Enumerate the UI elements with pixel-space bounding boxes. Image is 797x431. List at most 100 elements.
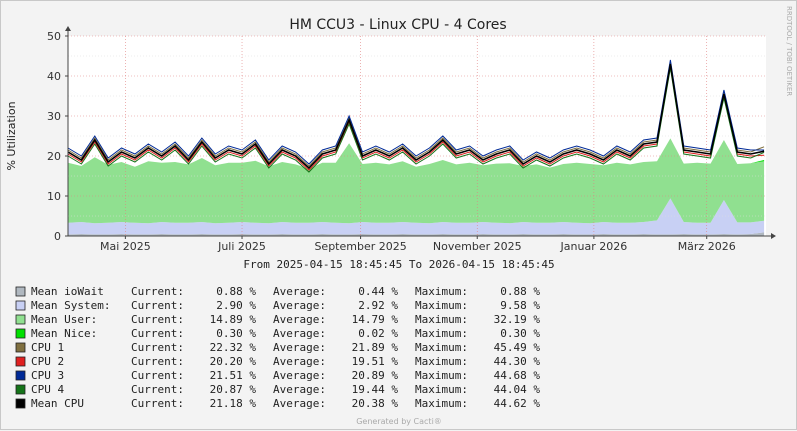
legend-name: Mean System: [31,299,110,312]
legend-row: Mean Nice: Current: 0.30 % Average: 0.02 % Ma… [15,327,540,340]
legend-maximum-value: 45.49 % [494,341,541,354]
legend-maximum-label: Maximum: [415,383,468,396]
legend-maximum-label: Maximum: [415,285,468,298]
cpu-lines-layer [67,59,765,173]
axes-layer [65,26,776,239]
line-mean-cpu [67,63,765,170]
line-cpu-3 [67,59,765,165]
x-tick-label: September 2025 [314,240,406,253]
legend-average-value: 21.89 % [352,341,399,354]
legend-current-label: Current: [131,369,184,382]
y-tick-label: 10 [47,190,61,203]
legend-swatch [15,314,26,325]
legend-average-value: 0.02 % [358,327,398,340]
y-tick-label: 40 [47,70,61,83]
legend-current-value: 20.87 % [210,383,257,396]
legend-row: CPU 4 Current: 20.87 % Average: 19.44 % Maxim… [15,383,540,396]
legend-row: Mean CPU Current: 21.18 % Average: 20.38 % Ma… [15,397,540,410]
y-tick-label: 30 [47,110,61,123]
x-axis-arrow [771,233,776,239]
legend-current-label: Current: [131,285,184,298]
line-cpu-4 [67,67,765,173]
line-cpu-2 [67,65,765,171]
legend-row: CPU 1 Current: 22.32 % Average: 21.89 % Maxim… [15,341,541,354]
y-axis-arrow [65,26,71,31]
legend-average-value: 19.44 % [352,383,399,396]
legend-swatch [15,398,26,409]
legend-maximum-label: Maximum: [415,369,468,382]
legend-swatch [15,370,26,381]
legend-current-value: 0.88 % [216,285,256,298]
legend-current-label: Current: [131,383,184,396]
legend-average-label: Average: [273,355,326,368]
legend-average-value: 20.89 % [352,369,399,382]
y-tick-label: 0 [54,230,61,243]
legend-average-value: 14.79 % [352,313,399,326]
legend-maximum-label: Maximum: [415,313,468,326]
legend-average-label: Average: [273,397,326,410]
legend-average-value: 19.51 % [352,355,399,368]
legend-maximum-value: 32.19 % [494,313,541,326]
legend-maximum-value: 44.68 % [494,369,541,382]
legend-name: Mean CPU [31,397,84,410]
legend-average-value: 2.92 % [358,299,398,312]
legend-current-label: Current: [131,397,184,410]
legend: Mean ioWait Current: 0.88 % Average: 0.44 % M… [15,285,541,410]
legend-current-value: 2.90 % [216,299,256,312]
x-tick-label: März 2026 [678,240,736,253]
legend-average-label: Average: [273,299,326,312]
legend-name: CPU 2 [31,355,64,368]
y-axis-label: % Utilization [5,101,18,170]
legend-current-value: 14.89 % [210,313,257,326]
legend-name: Mean Nice: [31,327,97,340]
legend-current-label: Current: [131,299,184,312]
legend-name: CPU 4 [31,383,64,396]
legend-name: Mean User: [31,313,97,326]
legend-average-label: Average: [273,369,326,382]
legend-swatch [15,286,26,297]
legend-name: Mean ioWait [31,285,104,298]
legend-swatch [15,342,26,353]
watermark-text: RRDTOOL / TOBI OETIKER [785,6,793,96]
legend-maximum-label: Maximum: [415,397,468,410]
legend-maximum-label: Maximum: [415,341,468,354]
legend-current-value: 21.51 % [210,369,257,382]
tick-labels-layer: 0 10 20 30 40 50 Mai 2025 Juli 2025 September 20… [47,30,736,253]
x-tick-label: Januar 2026 [560,240,628,253]
legend-average-label: Average: [273,285,326,298]
x-tick-label: Juli 2025 [217,240,266,253]
chart-title: HM CCU3 - Linux CPU - 4 Cores [289,17,506,33]
legend-swatch [15,328,26,339]
legend-current-value: 22.32 % [210,341,257,354]
legend-current-label: Current: [131,341,184,354]
area-mean-iowait [68,232,765,236]
legend-maximum-value: 0.30 % [500,327,540,340]
legend-maximum-value: 44.30 % [494,355,541,368]
legend-current-value: 20.20 % [210,355,257,368]
legend-name: CPU 1 [31,341,64,354]
legend-current-label: Current: [131,327,184,340]
legend-swatch [15,300,26,311]
legend-row: Mean System: Current: 2.90 % Average: 2.92 %… [15,299,540,312]
y-tick-label: 50 [47,30,61,43]
x-tick-label: Mai 2025 [100,240,151,253]
legend-maximum-label: Maximum: [415,355,468,368]
legend-maximum-label: Maximum: [415,327,468,340]
x-tick-label: November 2025 [433,240,522,253]
legend-maximum-value: 9.58 % [500,299,540,312]
legend-average-label: Average: [273,383,326,396]
legend-name: CPU 3 [31,369,64,382]
footer-text: Generated by Cacti® [356,417,442,426]
legend-current-label: Current: [131,355,184,368]
legend-maximum-label: Maximum: [415,299,468,312]
legend-current-value: 21.18 % [210,397,257,410]
legend-row: Mean User: Current: 14.89 % Average: 14.79 %… [15,313,541,326]
legend-average-label: Average: [273,327,326,340]
period-text: From 2025-04-15 18:45:45 To 2026-04-15 1… [243,258,554,271]
legend-average-label: Average: [273,341,326,354]
legend-current-value: 0.30 % [216,327,256,340]
line-cpu-1 [67,61,765,167]
legend-average-value: 0.44 % [358,285,398,298]
